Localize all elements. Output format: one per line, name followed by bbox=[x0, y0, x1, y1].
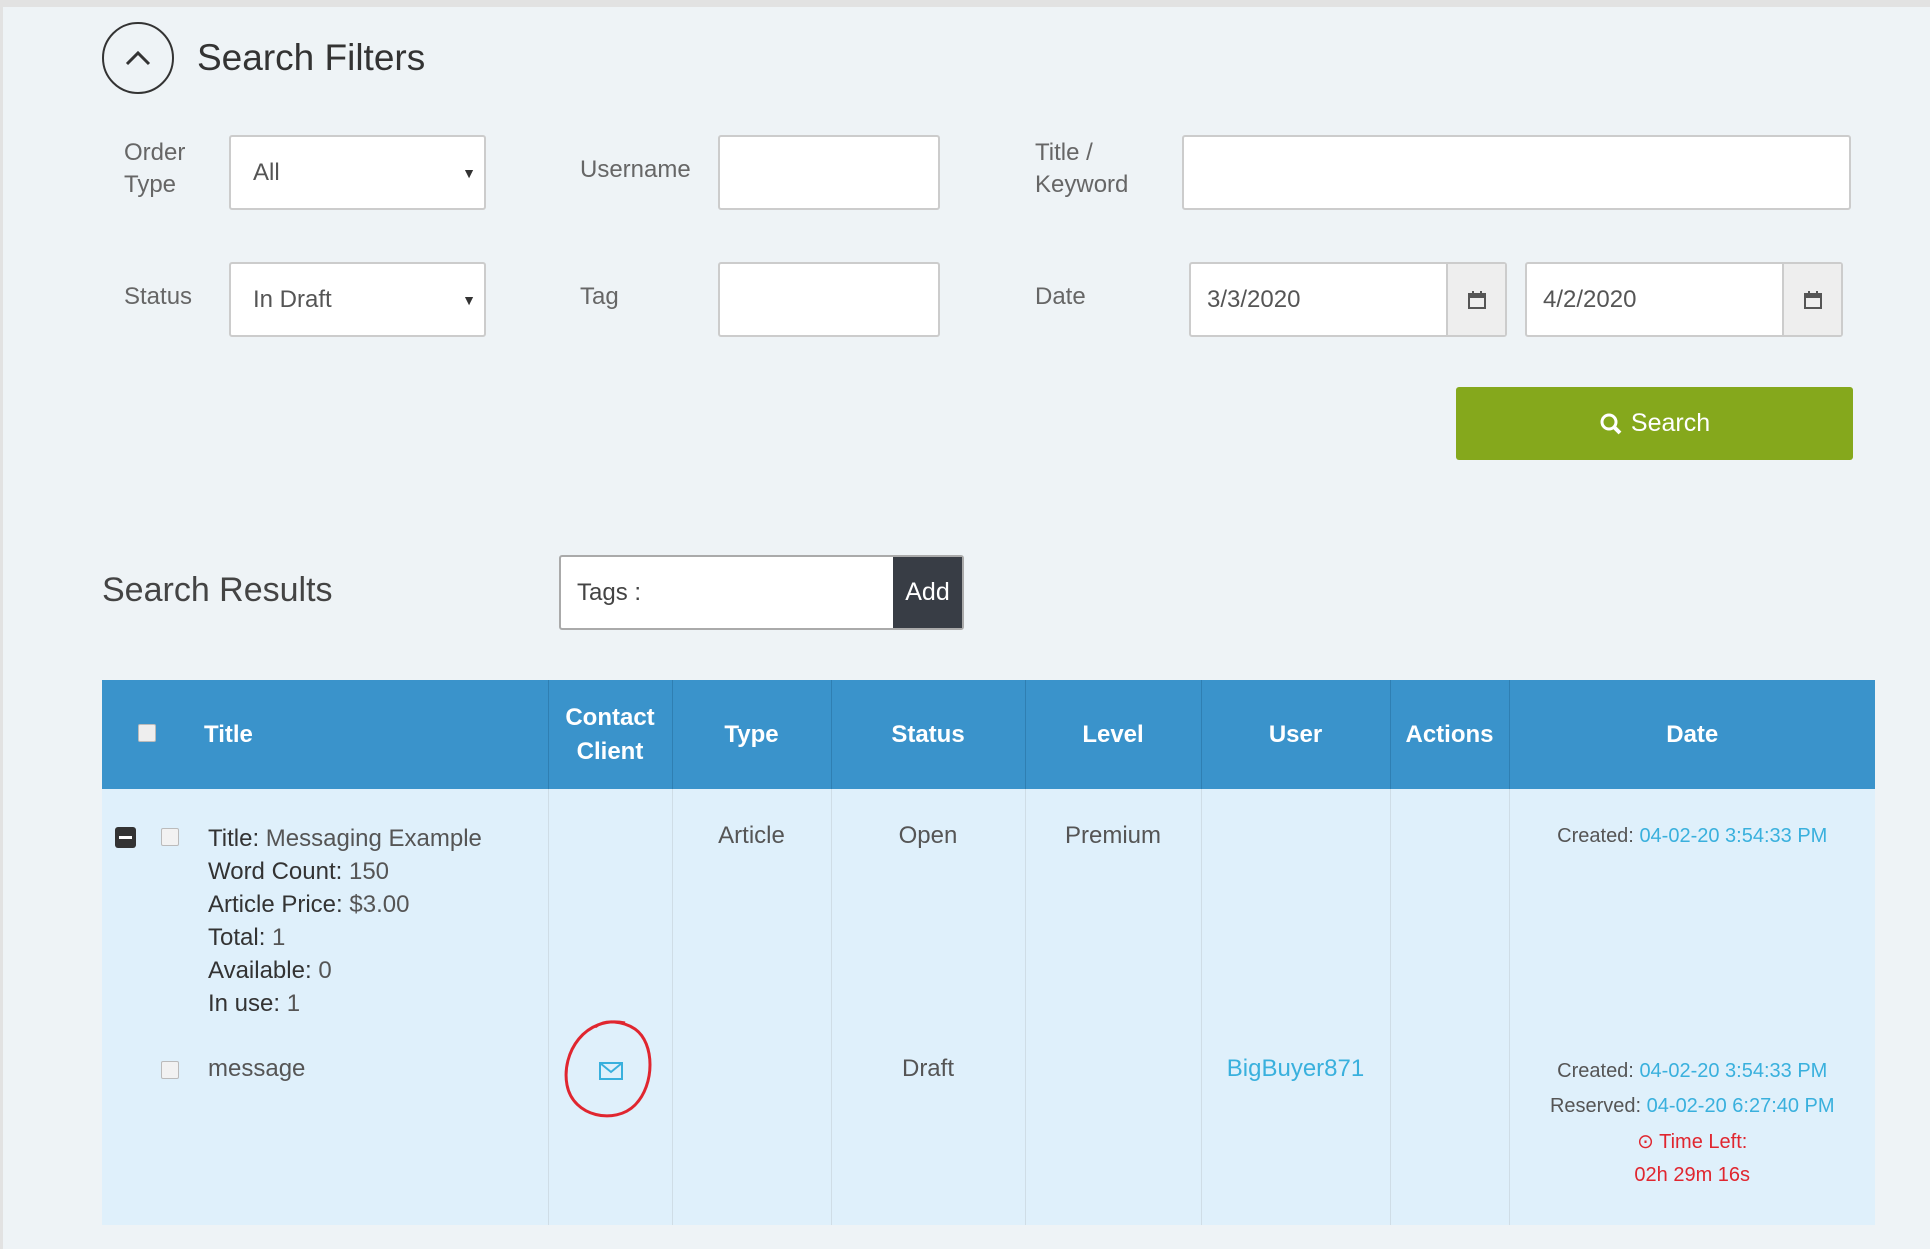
order-details: Title: Messaging Example Word Count: 150… bbox=[208, 822, 482, 1020]
select-all-checkbox[interactable] bbox=[138, 724, 156, 742]
column-actions: Actions bbox=[1390, 680, 1510, 789]
add-tag-button[interactable]: Add bbox=[893, 557, 962, 628]
order-type-value: All bbox=[253, 158, 280, 186]
column-level: Level bbox=[1025, 680, 1202, 789]
left-border bbox=[0, 7, 3, 1249]
date-from-input[interactable]: 3/3/2020 bbox=[1189, 262, 1507, 337]
type-cell: Article bbox=[672, 789, 832, 1225]
status-select[interactable]: In Draft ▼ bbox=[229, 262, 486, 337]
title-keyword-input[interactable] bbox=[1182, 135, 1851, 210]
tag-label: Tag bbox=[580, 283, 619, 310]
title-keyword-label: Title / Keyword bbox=[1035, 139, 1129, 198]
caret-down-icon: ▼ bbox=[462, 291, 476, 308]
column-title: Title bbox=[102, 680, 549, 789]
created-date: 04-02-20 3:54:33 PM bbox=[1639, 1060, 1828, 1082]
available: 0 bbox=[318, 957, 332, 984]
reserved-label: Reserved: bbox=[1549, 1095, 1642, 1117]
search-button[interactable]: Search bbox=[1456, 387, 1853, 460]
item-created: Created: 04-02-20 3:54:33 PM bbox=[1510, 1060, 1876, 1083]
caret-down-icon: ▼ bbox=[462, 164, 476, 181]
collapse-filters-button[interactable] bbox=[102, 22, 174, 94]
tags-input[interactable]: Tags : Add bbox=[559, 555, 964, 630]
total: 1 bbox=[272, 924, 286, 951]
total-label: Total: bbox=[208, 924, 266, 951]
top-bar bbox=[0, 0, 1930, 7]
order-type-label: Order Type bbox=[124, 139, 186, 198]
tags-label: Tags : bbox=[577, 578, 642, 606]
created-date: 04-02-20 3:54:33 PM bbox=[1639, 825, 1828, 847]
date-cell: Created: 04-02-20 3:54:33 PM Created: 04… bbox=[1509, 789, 1875, 1225]
status-value: In Draft bbox=[253, 285, 332, 313]
search-button-label: Search bbox=[1630, 409, 1711, 437]
time-left: ⊙ Time Left: bbox=[1510, 1129, 1876, 1154]
time-left-value: 02h 29m 16s bbox=[1634, 1164, 1751, 1186]
table-header: Title Contact Client Type Status Level U… bbox=[102, 680, 1875, 789]
user-cell: BigBuyer871 bbox=[1201, 789, 1391, 1225]
word-count: 150 bbox=[348, 858, 390, 885]
item-checkbox[interactable] bbox=[161, 1061, 179, 1079]
red-circle-annotation bbox=[564, 1020, 651, 1118]
calendar-icon[interactable] bbox=[1782, 264, 1841, 335]
title-label: Title: bbox=[208, 825, 260, 852]
results-title: Search Results bbox=[102, 571, 333, 609]
order-type: Article bbox=[718, 822, 785, 849]
filters-title: Search Filters bbox=[197, 37, 426, 78]
order-checkbox[interactable] bbox=[161, 828, 179, 846]
calendar-icon[interactable] bbox=[1446, 264, 1505, 335]
date-to-value: 4/2/2020 bbox=[1543, 285, 1637, 313]
user-link[interactable]: BigBuyer871 bbox=[1226, 1055, 1365, 1082]
tag-input[interactable] bbox=[718, 262, 940, 337]
created-label: Created: bbox=[1557, 1060, 1634, 1082]
item-reserved: Reserved: 04-02-20 6:27:40 PM bbox=[1510, 1095, 1876, 1118]
in-use: 1 bbox=[286, 990, 301, 1017]
order-title: Messaging Example bbox=[265, 825, 482, 852]
status-cell: Open Draft bbox=[831, 789, 1026, 1225]
clock-icon: ⊙ bbox=[1637, 1131, 1654, 1153]
word-count-label: Word Count: bbox=[208, 858, 343, 885]
results-table: Title Contact Client Type Status Level U… bbox=[102, 680, 1875, 1225]
status-label: Status bbox=[124, 283, 193, 310]
chevron-up-icon bbox=[125, 50, 151, 66]
date-to-input[interactable]: 4/2/2020 bbox=[1525, 262, 1843, 337]
reserved-date: 04-02-20 6:27:40 PM bbox=[1646, 1095, 1835, 1117]
date-label: Date bbox=[1035, 283, 1086, 310]
table-row: Title: Messaging Example Word Count: 150… bbox=[102, 789, 1875, 1225]
column-status: Status bbox=[831, 680, 1026, 789]
price-label: Article Price: bbox=[208, 891, 343, 918]
created-label: Created: bbox=[1557, 825, 1634, 847]
actions-cell bbox=[1390, 789, 1510, 1225]
column-contact-client: Contact Client bbox=[548, 680, 673, 789]
collapse-row-icon[interactable] bbox=[115, 827, 136, 848]
search-icon bbox=[1600, 413, 1622, 434]
in-use-label: In use: bbox=[208, 990, 281, 1017]
item-title: message bbox=[208, 1055, 306, 1082]
column-type: Type bbox=[672, 680, 832, 789]
username-label: Username bbox=[580, 156, 691, 183]
article-price: $3.00 bbox=[349, 891, 410, 918]
level-cell: Premium bbox=[1025, 789, 1202, 1225]
available-label: Available: bbox=[208, 957, 312, 984]
title-cell: Title: Messaging Example Word Count: 150… bbox=[102, 789, 549, 1225]
order-created: Created: 04-02-20 3:54:33 PM bbox=[1510, 825, 1876, 848]
column-date: Date bbox=[1509, 680, 1875, 789]
item-status: Draft bbox=[901, 1055, 954, 1082]
column-user: User bbox=[1201, 680, 1391, 789]
envelope-icon[interactable] bbox=[598, 1062, 623, 1080]
order-type-select[interactable]: All ▼ bbox=[229, 135, 486, 210]
order-level: Premium bbox=[1064, 822, 1161, 849]
contact-client-cell bbox=[548, 789, 673, 1225]
username-input[interactable] bbox=[718, 135, 940, 210]
order-status: Open bbox=[898, 822, 958, 849]
time-left-label: Time Left: bbox=[1659, 1131, 1748, 1153]
date-from-value: 3/3/2020 bbox=[1207, 285, 1301, 313]
column-title-label: Title bbox=[204, 720, 253, 748]
